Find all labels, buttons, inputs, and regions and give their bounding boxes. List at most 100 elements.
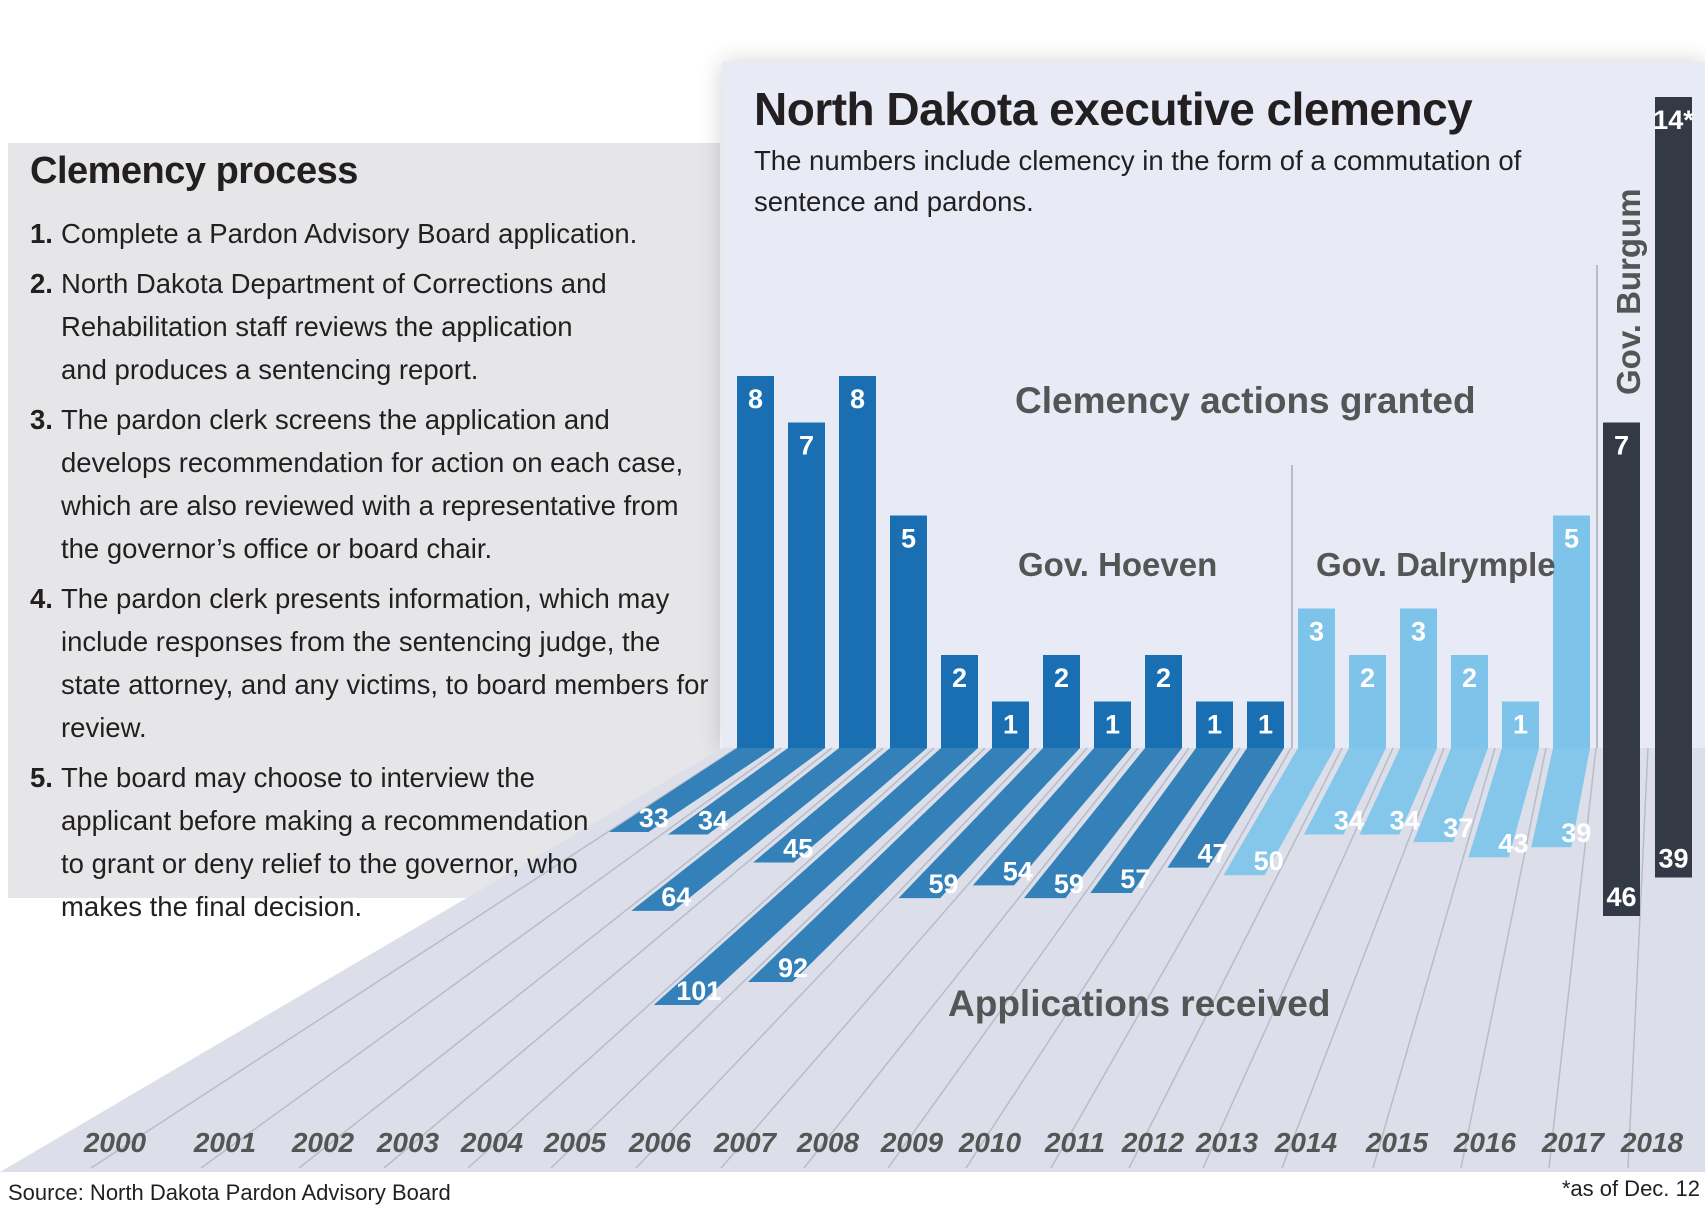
floor-divider: [1548, 747, 1597, 1169]
clemency-bar: [941, 655, 978, 748]
floor-plane: [0, 748, 1705, 1172]
process-title: Clemency process: [30, 150, 358, 192]
governor-label: Gov. Dalrymple: [1316, 546, 1556, 583]
applications-ribbon: [1090, 748, 1233, 894]
step-text: North Dakota Department of Corrections a…: [61, 268, 607, 385]
applications-ribbon: [972, 748, 1131, 886]
floor-divider: [1460, 747, 1547, 1169]
year-label: 2004: [460, 1127, 524, 1158]
year-label: 2012: [1121, 1127, 1185, 1158]
applications-label: 39: [1658, 844, 1688, 874]
step-number: 1.: [30, 218, 53, 249]
applications-label: 37: [1443, 813, 1473, 843]
clemency-bar: [1400, 608, 1437, 748]
applications-ribbon: [653, 748, 978, 1005]
applications-ribbon: [1303, 748, 1386, 835]
clemency-label: 1: [1105, 710, 1120, 740]
back-wall: [722, 62, 1705, 752]
floor-divider: [635, 747, 1037, 1169]
year-label: 2011: [1044, 1127, 1105, 1158]
source-note: Source: North Dakota Pardon Advisory Boa…: [8, 1180, 451, 1205]
clemency-bar: [1655, 97, 1692, 748]
applications-label: 64: [661, 882, 691, 912]
process-panel: [8, 143, 720, 898]
floor-divider: [90, 747, 738, 1169]
clemency-label: 5: [901, 524, 916, 554]
applications-label: 59: [929, 869, 959, 899]
floor-divider: [1050, 747, 1292, 1169]
clemency-bar: [839, 376, 876, 748]
applications-ribbon: [1359, 748, 1437, 835]
process-steps: 1. Complete a Pardon Advisory Board appl…: [30, 212, 720, 935]
clemency-label: 1: [1207, 710, 1222, 740]
governor-label: Gov. Hoeven: [1018, 546, 1217, 583]
step-number: 3.: [30, 404, 53, 435]
applications-bar: [1655, 748, 1692, 878]
clemency-label: 2: [1462, 663, 1477, 693]
clemency-label: 3: [1411, 617, 1426, 647]
applications-label: 54: [1003, 856, 1033, 886]
clemency-label: 8: [850, 384, 865, 414]
applications-ribbon: [1167, 748, 1284, 868]
applications-ribbon: [748, 748, 1029, 983]
clemency-label: 14*: [1653, 105, 1694, 135]
floor-divider: [965, 747, 1241, 1169]
clemency-label: 8: [748, 384, 763, 414]
year-label: 2000: [83, 1127, 147, 1158]
clemency-bar: [788, 422, 825, 748]
clemency-bar: [1298, 608, 1335, 748]
clemency-bar: [1043, 655, 1080, 748]
year-label: 2002: [291, 1127, 355, 1158]
governor-label: Gov. Burgum: [1610, 188, 1647, 395]
year-label: 2005: [543, 1127, 607, 1158]
clemency-label: 1: [1513, 710, 1528, 740]
clemency-label: 1: [1003, 710, 1018, 740]
clemency-bar: [737, 376, 774, 748]
year-label: 2006: [628, 1127, 692, 1158]
applications-ribbon: [631, 748, 876, 911]
year-label: 2017: [1541, 1127, 1606, 1158]
applications-label: 46: [1606, 882, 1636, 912]
year-label: 2016: [1453, 1127, 1517, 1158]
clemency-label: 2: [1360, 663, 1375, 693]
applications-label: 59: [1054, 869, 1084, 899]
step-text: The board may choose to interview the ap…: [61, 762, 589, 922]
clemency-bar: [992, 701, 1029, 748]
year-label: 2009: [880, 1127, 944, 1158]
chart-title: North Dakota executive clemency: [754, 83, 1473, 135]
clemency-bar: [1196, 701, 1233, 748]
floor-divider: [200, 747, 782, 1169]
clemency-bar: [1094, 701, 1131, 748]
step-number: 5.: [30, 762, 53, 793]
applications-label: 43: [1498, 828, 1528, 858]
clemency-label: 7: [1614, 431, 1629, 461]
clemency-bar: [1553, 515, 1590, 748]
process-step: 3. The pardon clerk screens the applicat…: [30, 398, 720, 570]
floor-divider: [298, 747, 833, 1169]
clemency-bar: [1145, 655, 1182, 748]
year-label: 2007: [713, 1127, 778, 1158]
step-text: The pardon clerk screens the application…: [61, 404, 684, 564]
clemency-bar: [890, 515, 927, 748]
floor-divider: [550, 747, 986, 1169]
applications-label: 50: [1254, 846, 1284, 876]
chart-subtitle: The numbers include clemency in the form…: [754, 145, 1522, 217]
applications-label: 45: [783, 833, 813, 863]
applications-label: 34: [1334, 805, 1364, 835]
year-label: 2015: [1365, 1127, 1429, 1158]
process-step: 1. Complete a Pardon Advisory Board appl…: [30, 212, 720, 255]
step-text: Complete a Pardon Advisory Board applica…: [61, 218, 638, 249]
year-label: 2008: [796, 1127, 860, 1158]
applications-ribbon: [608, 748, 774, 832]
applications-label: 33: [639, 803, 669, 833]
series-label: Clemency actions granted: [1015, 380, 1476, 421]
clemency-bar: [1451, 655, 1488, 748]
clemency-label: 5: [1564, 524, 1579, 554]
clemency-label: 1: [1258, 710, 1273, 740]
applications-ribbon: [1531, 748, 1590, 848]
step-number: 4.: [30, 583, 53, 614]
clemency-bar: [1502, 701, 1539, 748]
applications-label: 92: [778, 953, 808, 983]
floor-divider: [803, 747, 1139, 1169]
clemency-bar: [1603, 422, 1640, 748]
